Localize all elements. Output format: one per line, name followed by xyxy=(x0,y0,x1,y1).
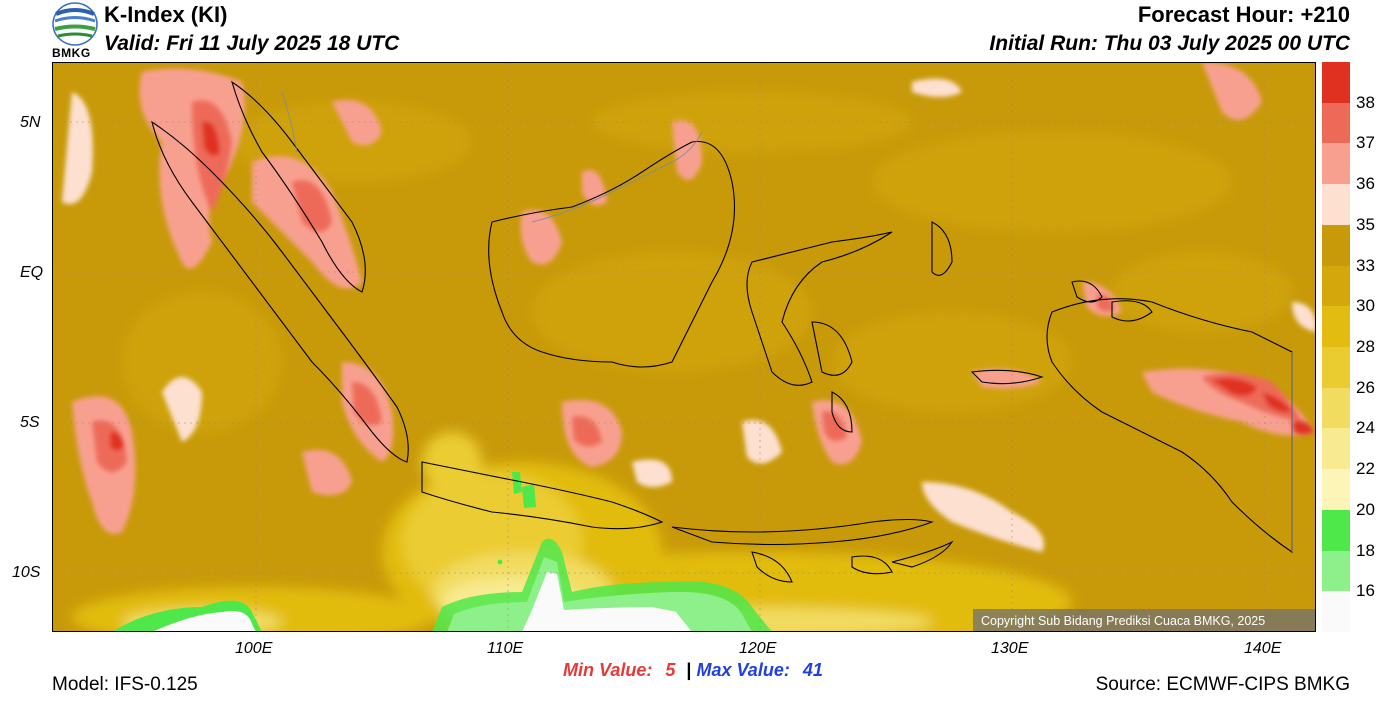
k-index-map: Copyright Sub Bidang Prediksi Cuaca BMKG… xyxy=(51,61,1317,652)
colorbar-segment xyxy=(1322,102,1350,144)
lat-tick-10s: 10S xyxy=(12,564,41,581)
lat-tick-eq: EQ xyxy=(20,264,44,281)
logo-text: BMKG xyxy=(52,46,91,60)
colorbar-label: 18 xyxy=(1356,540,1375,560)
colorbar-label: 38 xyxy=(1356,92,1375,112)
colorbar-label: 22 xyxy=(1356,459,1375,479)
colorbar-segment xyxy=(1322,591,1350,633)
colorbar-segment xyxy=(1322,265,1350,307)
lowest-value-zone xyxy=(112,472,772,632)
initial-run: Initial Run: Thu 03 July 2025 00 UTC xyxy=(989,32,1350,55)
lon-tick-100e: 100E xyxy=(235,640,273,657)
forecast-hour: Forecast Hour: +210 xyxy=(1137,2,1350,27)
max-value: 41 xyxy=(802,660,823,680)
min-label: Min Value: xyxy=(563,660,653,680)
colorbar-label: 35 xyxy=(1356,214,1375,234)
lon-tick-120e: 120E xyxy=(739,640,777,657)
bmkg-logo: BMKG xyxy=(50,2,100,60)
chart-title: K-Index (KI) xyxy=(104,2,228,27)
max-label: Max Value: xyxy=(696,660,790,680)
graticule xyxy=(52,62,1316,632)
colorbar-segment xyxy=(1322,224,1350,267)
stats-separator: | xyxy=(686,660,692,680)
colorbar-label: 24 xyxy=(1356,418,1375,438)
colorbar-segment xyxy=(1322,509,1350,552)
lat-tick-5s: 5S xyxy=(20,414,40,431)
map-canvas: Copyright Sub Bidang Prediksi Cuaca BMKG… xyxy=(51,61,1317,652)
source-label: Source: ECMWF-CIPS BMKG xyxy=(1095,674,1350,695)
colorbar-label: 20 xyxy=(1356,499,1375,519)
lat-tick-5n: 5N xyxy=(20,114,41,131)
copyright-box xyxy=(973,609,1316,631)
colorbar-label: 37 xyxy=(1356,133,1375,153)
coastlines xyxy=(151,80,1293,583)
colorbar-label: 16 xyxy=(1356,581,1375,601)
colorbar-segment xyxy=(1322,143,1350,185)
colorbar-segment xyxy=(1322,184,1350,226)
colorbar-segment xyxy=(1322,428,1350,470)
lon-tick-130e: 130E xyxy=(991,640,1029,657)
colorbar xyxy=(1322,62,1350,633)
colorbar-segment xyxy=(1322,347,1350,389)
colorbar-label: 26 xyxy=(1356,377,1375,397)
colorbar-label: 36 xyxy=(1356,174,1375,194)
min-value: 5 xyxy=(665,660,676,680)
colorbar-label: 28 xyxy=(1356,337,1375,356)
min-max-stats: Min Value: 5 | Max Value: 41 xyxy=(563,660,823,681)
borders xyxy=(281,91,1293,552)
model-label: Model: IFS-0.125 xyxy=(52,674,198,695)
lon-tick-110e: 110E xyxy=(487,640,524,657)
colorbar-segment xyxy=(1322,62,1350,104)
copyright-text: Copyright Sub Bidang Prediksi Cuaca BMKG… xyxy=(981,614,1265,628)
lon-tick-140e: 140E xyxy=(1244,640,1282,657)
colorbar-segment xyxy=(1322,469,1350,511)
valid-time: Valid: Fri 11 July 2025 18 UTC xyxy=(104,32,400,55)
colorbar-label: 30 xyxy=(1356,296,1375,316)
high-value-cells xyxy=(62,62,1316,552)
colorbar-segment xyxy=(1322,550,1350,592)
colorbar-segment xyxy=(1322,306,1350,348)
colorbar-label: 33 xyxy=(1356,255,1375,275)
colorbar-segment xyxy=(1322,387,1350,429)
